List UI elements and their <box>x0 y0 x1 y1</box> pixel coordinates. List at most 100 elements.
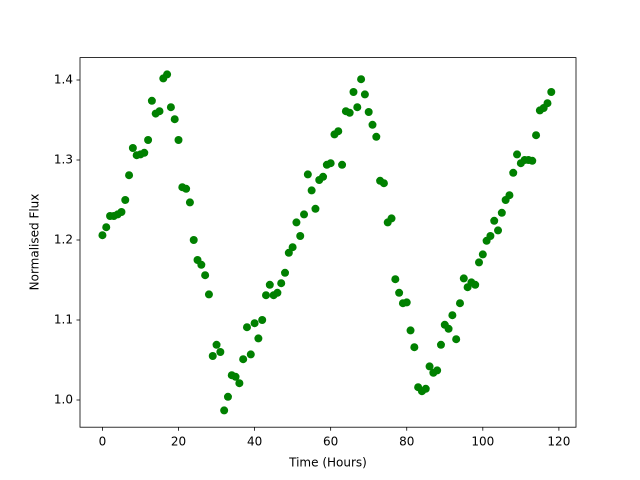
point <box>235 379 244 388</box>
point <box>338 160 347 169</box>
point <box>220 406 229 415</box>
x-tick-label: 80 <box>399 435 414 449</box>
y-axis-label: Normalised Flux <box>28 194 42 291</box>
point <box>459 274 468 283</box>
point <box>254 334 263 343</box>
y-tick-label: 1.2 <box>54 233 73 247</box>
point <box>281 268 290 277</box>
point <box>368 120 377 129</box>
point <box>155 107 164 116</box>
point <box>543 99 552 108</box>
point <box>242 323 251 332</box>
point <box>528 156 537 165</box>
point <box>402 298 411 307</box>
point <box>121 196 130 204</box>
point <box>509 168 518 177</box>
point <box>391 275 400 284</box>
point <box>166 103 175 112</box>
point <box>497 208 506 217</box>
point <box>292 218 301 227</box>
point <box>197 260 206 269</box>
point <box>471 280 480 289</box>
point <box>547 88 556 96</box>
point <box>265 280 274 289</box>
point <box>170 115 179 124</box>
point <box>250 319 259 328</box>
y-tick-label: 1.0 <box>54 393 73 407</box>
point <box>478 250 487 259</box>
point <box>395 288 404 297</box>
point <box>532 131 541 140</box>
point <box>345 108 354 117</box>
point <box>303 170 312 179</box>
point <box>505 191 514 200</box>
y-tick-label: 1.3 <box>54 153 73 167</box>
point <box>277 279 286 288</box>
point <box>475 258 484 267</box>
point <box>231 372 240 381</box>
point <box>208 352 217 360</box>
point <box>117 208 126 216</box>
point <box>128 144 137 152</box>
x-tick-label: 0 <box>99 435 107 449</box>
point <box>212 340 221 349</box>
point <box>425 362 434 371</box>
point <box>319 172 328 181</box>
point <box>273 288 282 297</box>
x-tick-label: 60 <box>323 435 338 449</box>
point <box>189 236 198 244</box>
point <box>364 108 373 116</box>
point <box>258 316 267 324</box>
point <box>163 70 172 79</box>
x-tick-label: 20 <box>171 435 186 449</box>
point <box>357 75 366 84</box>
point <box>353 103 362 112</box>
point <box>182 184 191 193</box>
plot-frame <box>79 57 577 428</box>
point <box>379 179 388 188</box>
point <box>410 343 419 352</box>
x-tick-label: 100 <box>471 435 494 449</box>
point <box>334 127 343 136</box>
point <box>360 90 369 99</box>
point <box>406 326 415 335</box>
point <box>185 198 194 207</box>
x-tick-label: 40 <box>247 435 262 449</box>
y-tick-label: 1.1 <box>54 313 73 327</box>
point <box>125 171 134 180</box>
point <box>174 136 183 144</box>
point <box>486 232 495 240</box>
point <box>102 223 111 232</box>
point <box>204 290 213 299</box>
point <box>98 231 107 240</box>
point <box>147 96 156 105</box>
point <box>144 136 153 144</box>
point <box>262 291 270 300</box>
point <box>288 243 297 252</box>
point <box>300 210 309 219</box>
point <box>436 340 445 349</box>
y-tick-label: 1.4 <box>54 73 73 87</box>
point <box>513 150 522 159</box>
point <box>433 366 442 375</box>
point <box>494 226 503 235</box>
point <box>307 186 316 195</box>
point <box>239 355 248 364</box>
point <box>326 159 335 168</box>
x-tick-label: 120 <box>547 435 570 449</box>
point <box>372 132 381 141</box>
point <box>311 204 320 213</box>
point <box>284 248 293 257</box>
point <box>201 271 210 280</box>
point <box>246 350 255 359</box>
point <box>455 299 464 308</box>
point <box>349 88 358 96</box>
point <box>216 348 225 356</box>
point <box>296 232 305 240</box>
point <box>387 214 396 223</box>
point <box>421 384 430 393</box>
point <box>140 148 149 157</box>
point <box>223 392 232 401</box>
point <box>452 335 461 344</box>
